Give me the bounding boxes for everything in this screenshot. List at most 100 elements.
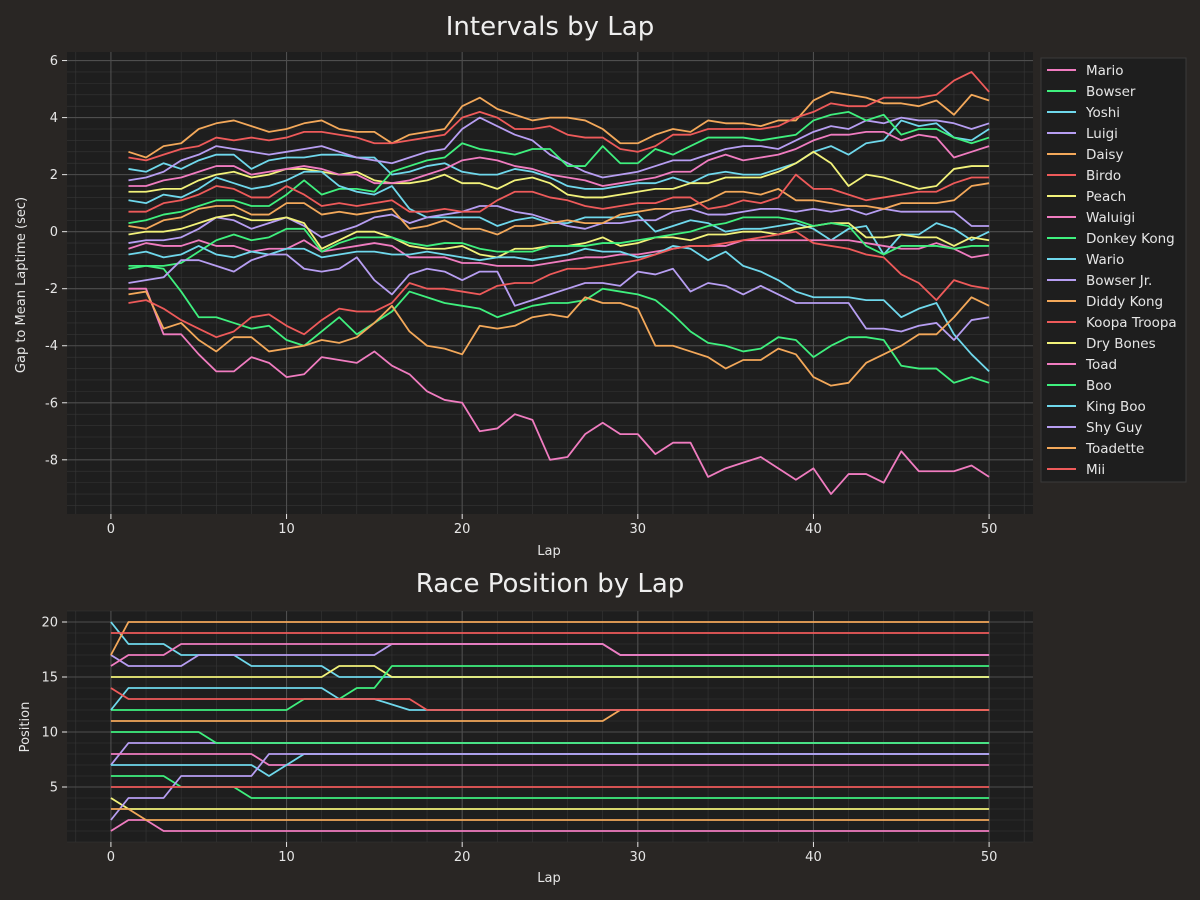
intervals-series-toad	[128, 239, 990, 267]
intervals-y-tick-label: 4	[50, 111, 58, 126]
legend-item: Waluigi	[1047, 210, 1135, 226]
intervals-chart-title: Intervals by Lap	[446, 12, 654, 42]
legend-label: Daisy	[1086, 147, 1123, 163]
legend-label: Toad	[1085, 357, 1117, 373]
legend-item: Koopa Troopa	[1047, 315, 1177, 331]
intervals-series-king-boo	[128, 245, 990, 373]
legend-item: Mii	[1047, 462, 1105, 478]
legend-item: Toadette	[1047, 441, 1144, 457]
intervals-series-koopa-troopa	[128, 173, 990, 213]
legend-label: Diddy Kong	[1086, 294, 1163, 310]
legend-item: Dry Bones	[1047, 336, 1156, 352]
intervals-x-tick-label: 50	[981, 522, 998, 537]
legend-label: Dry Bones	[1086, 336, 1156, 352]
legend-item: Bowser	[1047, 84, 1136, 100]
intervals-y-tick-label: -8	[45, 453, 58, 468]
position-series-boo	[110, 731, 990, 744]
intervals-series-luigi	[128, 116, 990, 182]
position-x-tick-label: 0	[107, 850, 115, 865]
legend-label: Peach	[1086, 189, 1126, 205]
position-x-tick-label: 20	[454, 850, 471, 865]
intervals-series-toadette	[128, 290, 990, 387]
legend-item: Shy Guy	[1047, 420, 1142, 436]
legend-item: Donkey Kong	[1047, 231, 1175, 247]
position-x-tick-label: 30	[630, 850, 647, 865]
position-y-tick-label: 20	[41, 616, 58, 631]
legend-label: Koopa Troopa	[1086, 315, 1177, 331]
position-y-tick-label: 10	[41, 726, 58, 741]
intervals-series-daisy	[128, 91, 990, 159]
intervals-y-tick-label: -4	[45, 339, 58, 354]
intervals-chart: Intervals by Lap 0 10 20 30 40 50 -8 -6 -4 -2 0 2 4 6…	[14, 12, 1033, 559]
position-x-tick-label: 50	[981, 850, 998, 865]
intervals-y-tick-label: -2	[45, 282, 58, 297]
intervals-series-shy-guy	[128, 253, 990, 341]
position-x-tick-label: 10	[278, 850, 295, 865]
legend-item: King Boo	[1047, 399, 1146, 415]
position-series-waluigi	[110, 643, 990, 667]
legend-label: Wario	[1086, 252, 1124, 268]
intervals-series-diddy-kong	[128, 182, 990, 236]
legend-label: King Boo	[1086, 399, 1146, 415]
intervals-series-peach	[128, 150, 990, 199]
intervals-x-tick-label: 20	[454, 522, 471, 537]
legend-item: Bowser Jr.	[1047, 273, 1152, 289]
intervals-series-bowser	[128, 264, 990, 384]
position-chart: Race Position by Lap 0 10 20 30 40 505101520 …	[18, 569, 1033, 886]
position-y-axis-label: Position	[18, 702, 33, 753]
legend-label: Mario	[1086, 63, 1123, 79]
legend-label: Waluigi	[1086, 210, 1135, 226]
legend-item: Toad	[1047, 357, 1117, 373]
intervals-series-waluigi	[128, 130, 990, 187]
position-y-tick-label: 5	[50, 781, 58, 796]
intervals-series-mario	[128, 287, 990, 495]
legend-item: Boo	[1047, 378, 1112, 394]
intervals-y-tick-label: 0	[50, 225, 58, 240]
legend-item: Mario	[1047, 63, 1123, 79]
position-series-toadette	[110, 808, 990, 821]
legend: Mario Bowser Yoshi Luigi Daisy Birdo Peach Walu…	[1040, 57, 1187, 483]
position-series-peach	[110, 665, 990, 678]
intervals-series-donkey-kong	[128, 110, 990, 224]
intervals-x-tick-label: 0	[107, 522, 115, 537]
intervals-x-tick-label: 10	[278, 522, 295, 537]
legend-item: Diddy Kong	[1047, 294, 1163, 310]
position-x-axis-label: Lap	[537, 871, 560, 886]
legend-label: Bowser	[1086, 84, 1136, 100]
legend-item: Daisy	[1047, 147, 1123, 163]
intervals-series-mii	[128, 230, 990, 339]
position-x-tick-label: 40	[805, 850, 822, 865]
legend-label: Luigi	[1086, 126, 1118, 142]
legend-label: Bowser Jr.	[1086, 273, 1152, 289]
intervals-y-tick-label: 2	[50, 168, 58, 183]
legend-item: Birdo	[1047, 168, 1121, 184]
intervals-x-tick-label: 40	[805, 522, 822, 537]
position-series-daisy	[110, 621, 990, 656]
intervals-series-yoshi	[128, 119, 990, 190]
position-chart-title: Race Position by Lap	[416, 569, 685, 599]
intervals-x-axis-label: Lap	[537, 544, 560, 559]
intervals-y-tick-label: 6	[50, 54, 58, 69]
legend-item: Peach	[1047, 189, 1126, 205]
legend-item: Yoshi	[1047, 105, 1120, 121]
position-series-shy-guy	[110, 753, 990, 821]
position-series-koopa-troopa	[110, 687, 990, 711]
position-y-tick-label: 15	[41, 671, 58, 686]
intervals-series-boo	[128, 216, 990, 270]
legend-label: Mii	[1086, 462, 1105, 478]
intervals-y-tick-label: -6	[45, 396, 58, 411]
legend-label: Yoshi	[1085, 105, 1120, 121]
legend-item: Luigi	[1047, 126, 1118, 142]
intervals-series-bowser-jr	[128, 205, 990, 244]
legend-item: Wario	[1047, 252, 1124, 268]
position-series-toad	[110, 753, 990, 766]
legend-label: Toadette	[1085, 441, 1144, 457]
position-plot-area	[67, 611, 1033, 842]
legend-label: Birdo	[1086, 168, 1121, 184]
legend-label: Boo	[1086, 378, 1112, 394]
legend-label: Donkey Kong	[1086, 231, 1175, 247]
intervals-y-axis-label: Gap to Mean Laptime (sec)	[14, 197, 29, 373]
intervals-x-tick-label: 30	[630, 522, 647, 537]
intervals-series-birdo	[128, 71, 990, 162]
